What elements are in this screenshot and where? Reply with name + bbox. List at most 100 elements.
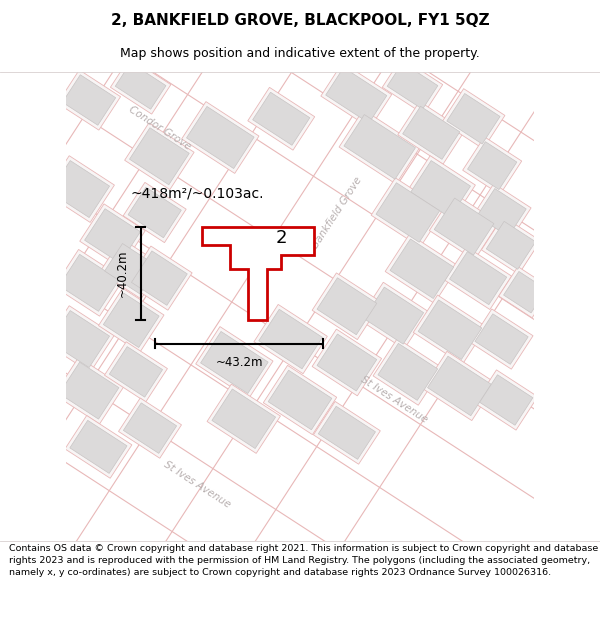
Polygon shape — [318, 406, 376, 459]
Polygon shape — [130, 127, 189, 185]
Polygon shape — [59, 254, 119, 311]
Polygon shape — [110, 58, 171, 114]
Polygon shape — [128, 188, 181, 238]
Polygon shape — [100, 239, 163, 299]
Polygon shape — [411, 161, 470, 217]
Polygon shape — [387, 62, 438, 109]
Polygon shape — [312, 273, 382, 339]
Polygon shape — [434, 198, 494, 255]
Text: ~40.2m: ~40.2m — [115, 249, 128, 297]
Polygon shape — [98, 288, 164, 352]
Polygon shape — [376, 182, 440, 243]
Polygon shape — [371, 178, 445, 247]
Text: ~43.2m: ~43.2m — [215, 356, 263, 369]
Polygon shape — [472, 184, 531, 241]
Polygon shape — [45, 306, 115, 372]
Text: Contains OS data © Crown copyright and database right 2021. This information is : Contains OS data © Crown copyright and d… — [9, 544, 598, 578]
Polygon shape — [321, 62, 392, 128]
Polygon shape — [503, 271, 547, 313]
Polygon shape — [200, 331, 268, 394]
Polygon shape — [422, 351, 496, 421]
Text: Bankfield Grove: Bankfield Grove — [311, 175, 364, 250]
Polygon shape — [119, 398, 181, 458]
Polygon shape — [254, 304, 328, 374]
Text: Map shows position and indicative extent of the property.: Map shows position and indicative extent… — [120, 48, 480, 61]
Text: Condor Grove: Condor Grove — [127, 104, 192, 152]
Polygon shape — [317, 278, 377, 335]
Text: ~418m²/~0.103ac.: ~418m²/~0.103ac. — [130, 187, 263, 201]
Polygon shape — [467, 142, 517, 189]
Polygon shape — [212, 389, 275, 449]
Text: St Ives Avenue: St Ives Avenue — [359, 375, 429, 425]
Polygon shape — [103, 293, 159, 348]
Polygon shape — [313, 401, 380, 464]
Polygon shape — [378, 343, 437, 401]
Polygon shape — [499, 267, 551, 318]
Polygon shape — [50, 311, 110, 368]
Polygon shape — [104, 342, 167, 402]
Polygon shape — [373, 339, 443, 405]
Polygon shape — [59, 362, 119, 419]
Polygon shape — [45, 156, 115, 222]
Polygon shape — [80, 204, 145, 268]
Polygon shape — [202, 226, 314, 320]
Polygon shape — [477, 189, 526, 236]
Polygon shape — [398, 101, 465, 164]
Polygon shape — [317, 334, 377, 391]
Polygon shape — [475, 314, 528, 364]
Text: 2, BANKFIELD GROVE, BLACKPOOL, FY1 5QZ: 2, BANKFIELD GROVE, BLACKPOOL, FY1 5QZ — [110, 12, 490, 28]
Polygon shape — [344, 114, 415, 179]
Polygon shape — [382, 58, 443, 114]
Polygon shape — [359, 282, 428, 349]
Polygon shape — [55, 249, 124, 316]
Polygon shape — [486, 221, 536, 269]
Polygon shape — [182, 102, 259, 173]
Polygon shape — [62, 75, 116, 125]
Polygon shape — [125, 123, 194, 189]
Polygon shape — [385, 234, 458, 303]
Polygon shape — [124, 403, 176, 453]
Polygon shape — [479, 375, 533, 425]
Polygon shape — [115, 62, 166, 109]
Polygon shape — [418, 300, 482, 359]
Polygon shape — [445, 247, 512, 309]
Polygon shape — [109, 347, 163, 397]
Text: 2: 2 — [275, 229, 287, 248]
Polygon shape — [263, 366, 337, 434]
Polygon shape — [207, 384, 280, 453]
Polygon shape — [442, 89, 505, 149]
Polygon shape — [449, 252, 507, 304]
Polygon shape — [481, 216, 541, 274]
Polygon shape — [428, 356, 491, 416]
Polygon shape — [390, 239, 454, 299]
Polygon shape — [430, 193, 499, 260]
Polygon shape — [326, 68, 387, 123]
Polygon shape — [196, 327, 273, 398]
Text: St Ives Avenue: St Ives Avenue — [162, 459, 232, 509]
Polygon shape — [413, 295, 487, 364]
Polygon shape — [70, 421, 127, 473]
Polygon shape — [65, 416, 132, 478]
Polygon shape — [463, 137, 522, 194]
Polygon shape — [406, 156, 475, 222]
Polygon shape — [50, 161, 110, 217]
Polygon shape — [475, 370, 538, 430]
Polygon shape — [248, 88, 315, 150]
Polygon shape — [447, 94, 500, 144]
Polygon shape — [312, 329, 382, 396]
Polygon shape — [364, 287, 424, 344]
Polygon shape — [85, 209, 140, 263]
Polygon shape — [403, 106, 460, 159]
Polygon shape — [58, 70, 121, 130]
Polygon shape — [268, 370, 332, 430]
Polygon shape — [127, 246, 192, 310]
Polygon shape — [131, 251, 187, 306]
Polygon shape — [470, 309, 533, 369]
Polygon shape — [104, 244, 158, 294]
Polygon shape — [253, 92, 310, 145]
Polygon shape — [339, 110, 421, 184]
Polygon shape — [259, 309, 322, 369]
Polygon shape — [55, 357, 124, 424]
Polygon shape — [123, 182, 186, 243]
Polygon shape — [187, 106, 254, 169]
